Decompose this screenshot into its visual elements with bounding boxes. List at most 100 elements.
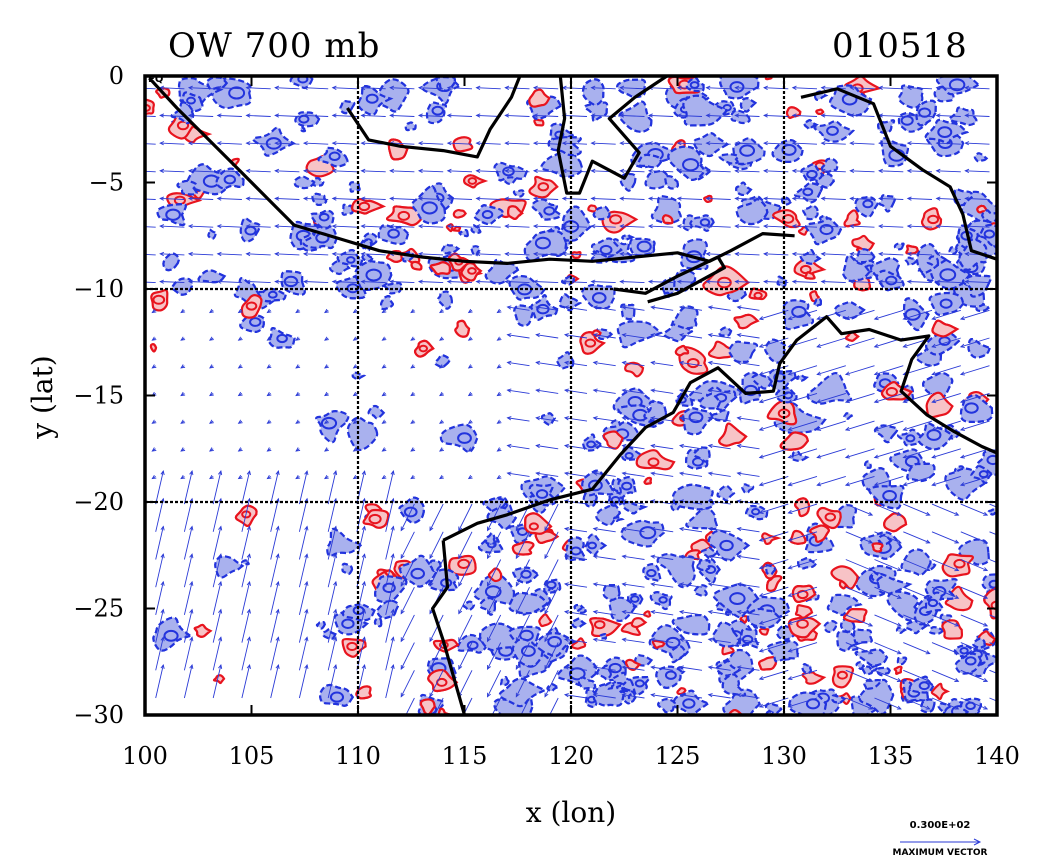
wind-vector-head (868, 677, 874, 682)
wind-vector (759, 448, 789, 459)
wind-vector (458, 531, 473, 559)
wind-vector-head (563, 471, 569, 476)
wind-vector (907, 114, 933, 117)
negative-contour (252, 126, 296, 157)
wind-vector (879, 170, 904, 173)
wind-vector-head (563, 582, 569, 587)
wind-vector (544, 586, 559, 614)
wind-vector-head (868, 539, 874, 544)
wind-vector-head (705, 279, 711, 284)
wind-vector (298, 637, 308, 671)
negative-contour (897, 111, 931, 133)
wind-vector (593, 389, 616, 394)
wind-vector (845, 642, 873, 655)
negative-contour (803, 119, 819, 130)
wind-vector (708, 445, 731, 450)
wind-vector-head (736, 499, 742, 504)
wind-vector (792, 170, 818, 173)
negative-contour (214, 555, 245, 579)
wind-vector (476, 253, 501, 256)
negative-contour (902, 297, 930, 332)
wind-vector (708, 334, 731, 339)
wind-vector-head (131, 252, 135, 255)
positive-contour (358, 201, 371, 212)
positive-contour (346, 641, 358, 652)
wind-vector-head (896, 650, 902, 655)
wind-vector-head (736, 665, 742, 670)
negative-contour (928, 626, 946, 635)
wind-vector-head (621, 526, 627, 532)
negative-contour (617, 476, 637, 499)
wind-vector (874, 365, 904, 375)
wind-vector-head (676, 279, 682, 284)
negative-contour (156, 202, 187, 227)
wind-vector-head (758, 426, 764, 431)
wind-vector (907, 225, 933, 228)
wind-vector-head (758, 371, 764, 376)
positive-contour (647, 457, 660, 467)
wind-vector (505, 197, 530, 200)
wind-vector-head (458, 637, 463, 643)
wind-vector (270, 581, 279, 616)
wind-vector-head (983, 511, 989, 516)
negative-contour (926, 255, 940, 268)
wind-vector-head (758, 676, 764, 681)
wind-vector-head (959, 454, 965, 459)
wind-vector-head (592, 693, 598, 698)
wind-vector-head (544, 664, 549, 670)
wind-vector-head (160, 636, 165, 642)
wind-vector (390, 142, 415, 145)
negative-contour (646, 568, 657, 578)
wind-vector-head (873, 316, 879, 321)
wind-vector (155, 609, 164, 643)
wind-vector (327, 609, 337, 643)
wind-vector-head (1012, 651, 1016, 654)
wind-vector-head (707, 665, 713, 670)
negative-contour (376, 599, 400, 620)
wind-vector-head (151, 474, 157, 480)
wind-vector-head (417, 224, 423, 229)
positive-contour (815, 108, 825, 116)
negative-contour (616, 320, 664, 349)
wind-vector-head (736, 554, 742, 559)
wind-vector-head (650, 499, 656, 504)
wind-vector (270, 498, 279, 532)
wind-vector-head (333, 608, 338, 614)
wind-vector (788, 503, 818, 514)
positive-contour (931, 319, 960, 338)
wind-vector-head (959, 371, 965, 376)
wind-vector (960, 531, 988, 544)
negative-contour (583, 101, 609, 123)
wind-vector-head (563, 609, 569, 615)
wind-vector (965, 170, 990, 173)
negative-contour (466, 640, 479, 650)
wind-vector (651, 306, 674, 311)
negative-contour (729, 81, 745, 93)
wind-vector (458, 642, 473, 670)
negative-contour (470, 224, 482, 234)
wind-vector-head (504, 85, 510, 90)
wind-vector (536, 389, 559, 394)
wind-vector-head (189, 470, 194, 476)
negative-contour (948, 78, 966, 92)
wind-vector-head (295, 336, 301, 341)
wind-vector (507, 472, 530, 477)
wind-vector-head (159, 196, 165, 201)
wind-vector-head (410, 447, 416, 452)
wind-vector (155, 637, 164, 671)
wind-vector-head (931, 343, 937, 348)
wind-vector (960, 337, 990, 348)
wind-vector (651, 528, 674, 533)
negative-contour (918, 107, 932, 118)
wind-vector-head (621, 333, 627, 338)
wind-vector (564, 361, 588, 367)
wind-vector (903, 503, 930, 516)
wind-vector (735, 253, 760, 256)
wind-vector (593, 694, 616, 699)
wind-vector-head (515, 526, 520, 532)
wind-vector (874, 697, 902, 710)
negative-contour (973, 152, 989, 163)
wind-vector-head (237, 447, 243, 452)
wind-vector (533, 197, 559, 200)
wind-vector (145, 170, 156, 173)
